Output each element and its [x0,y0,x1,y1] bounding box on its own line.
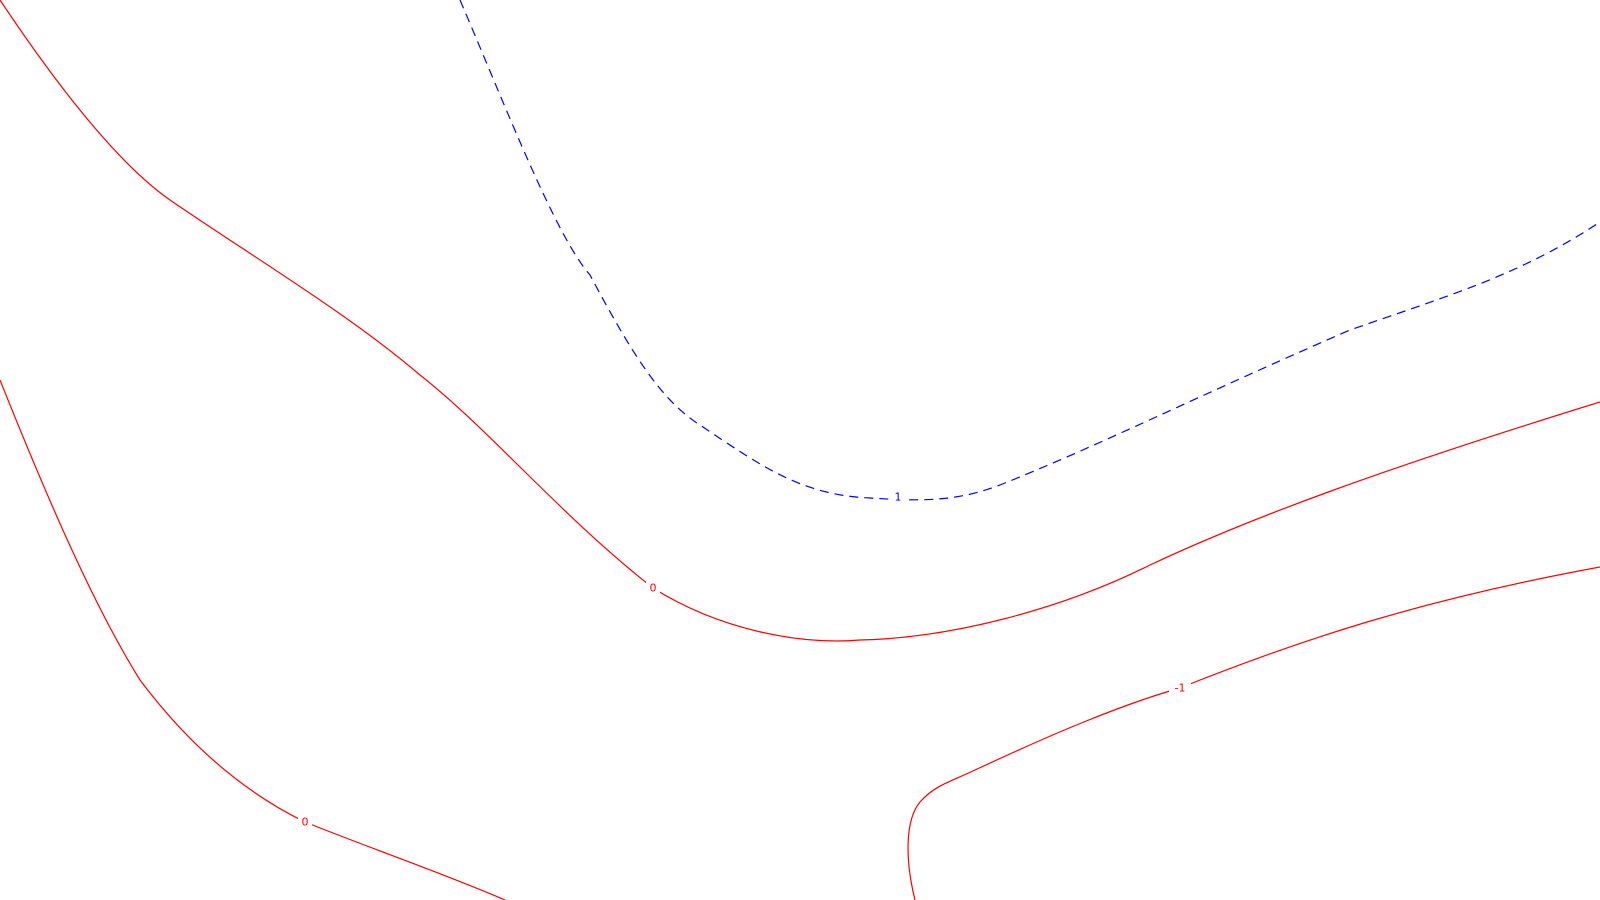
contour-label-minus-1: -1 [1169,681,1191,695]
svg-text:-1: -1 [1175,682,1186,695]
svg-text:1: 1 [895,491,902,504]
svg-text:0: 0 [302,816,309,829]
contour-line-1 [459,0,1600,501]
contour-label-0-main: 0 [646,581,660,595]
contour-line-0-lower [0,379,506,900]
contour-label-0-lower: 0 [298,815,312,829]
contour-line-minus-1 [907,566,1600,900]
svg-text:0: 0 [650,582,657,595]
contour-label-1: 1 [891,490,905,504]
